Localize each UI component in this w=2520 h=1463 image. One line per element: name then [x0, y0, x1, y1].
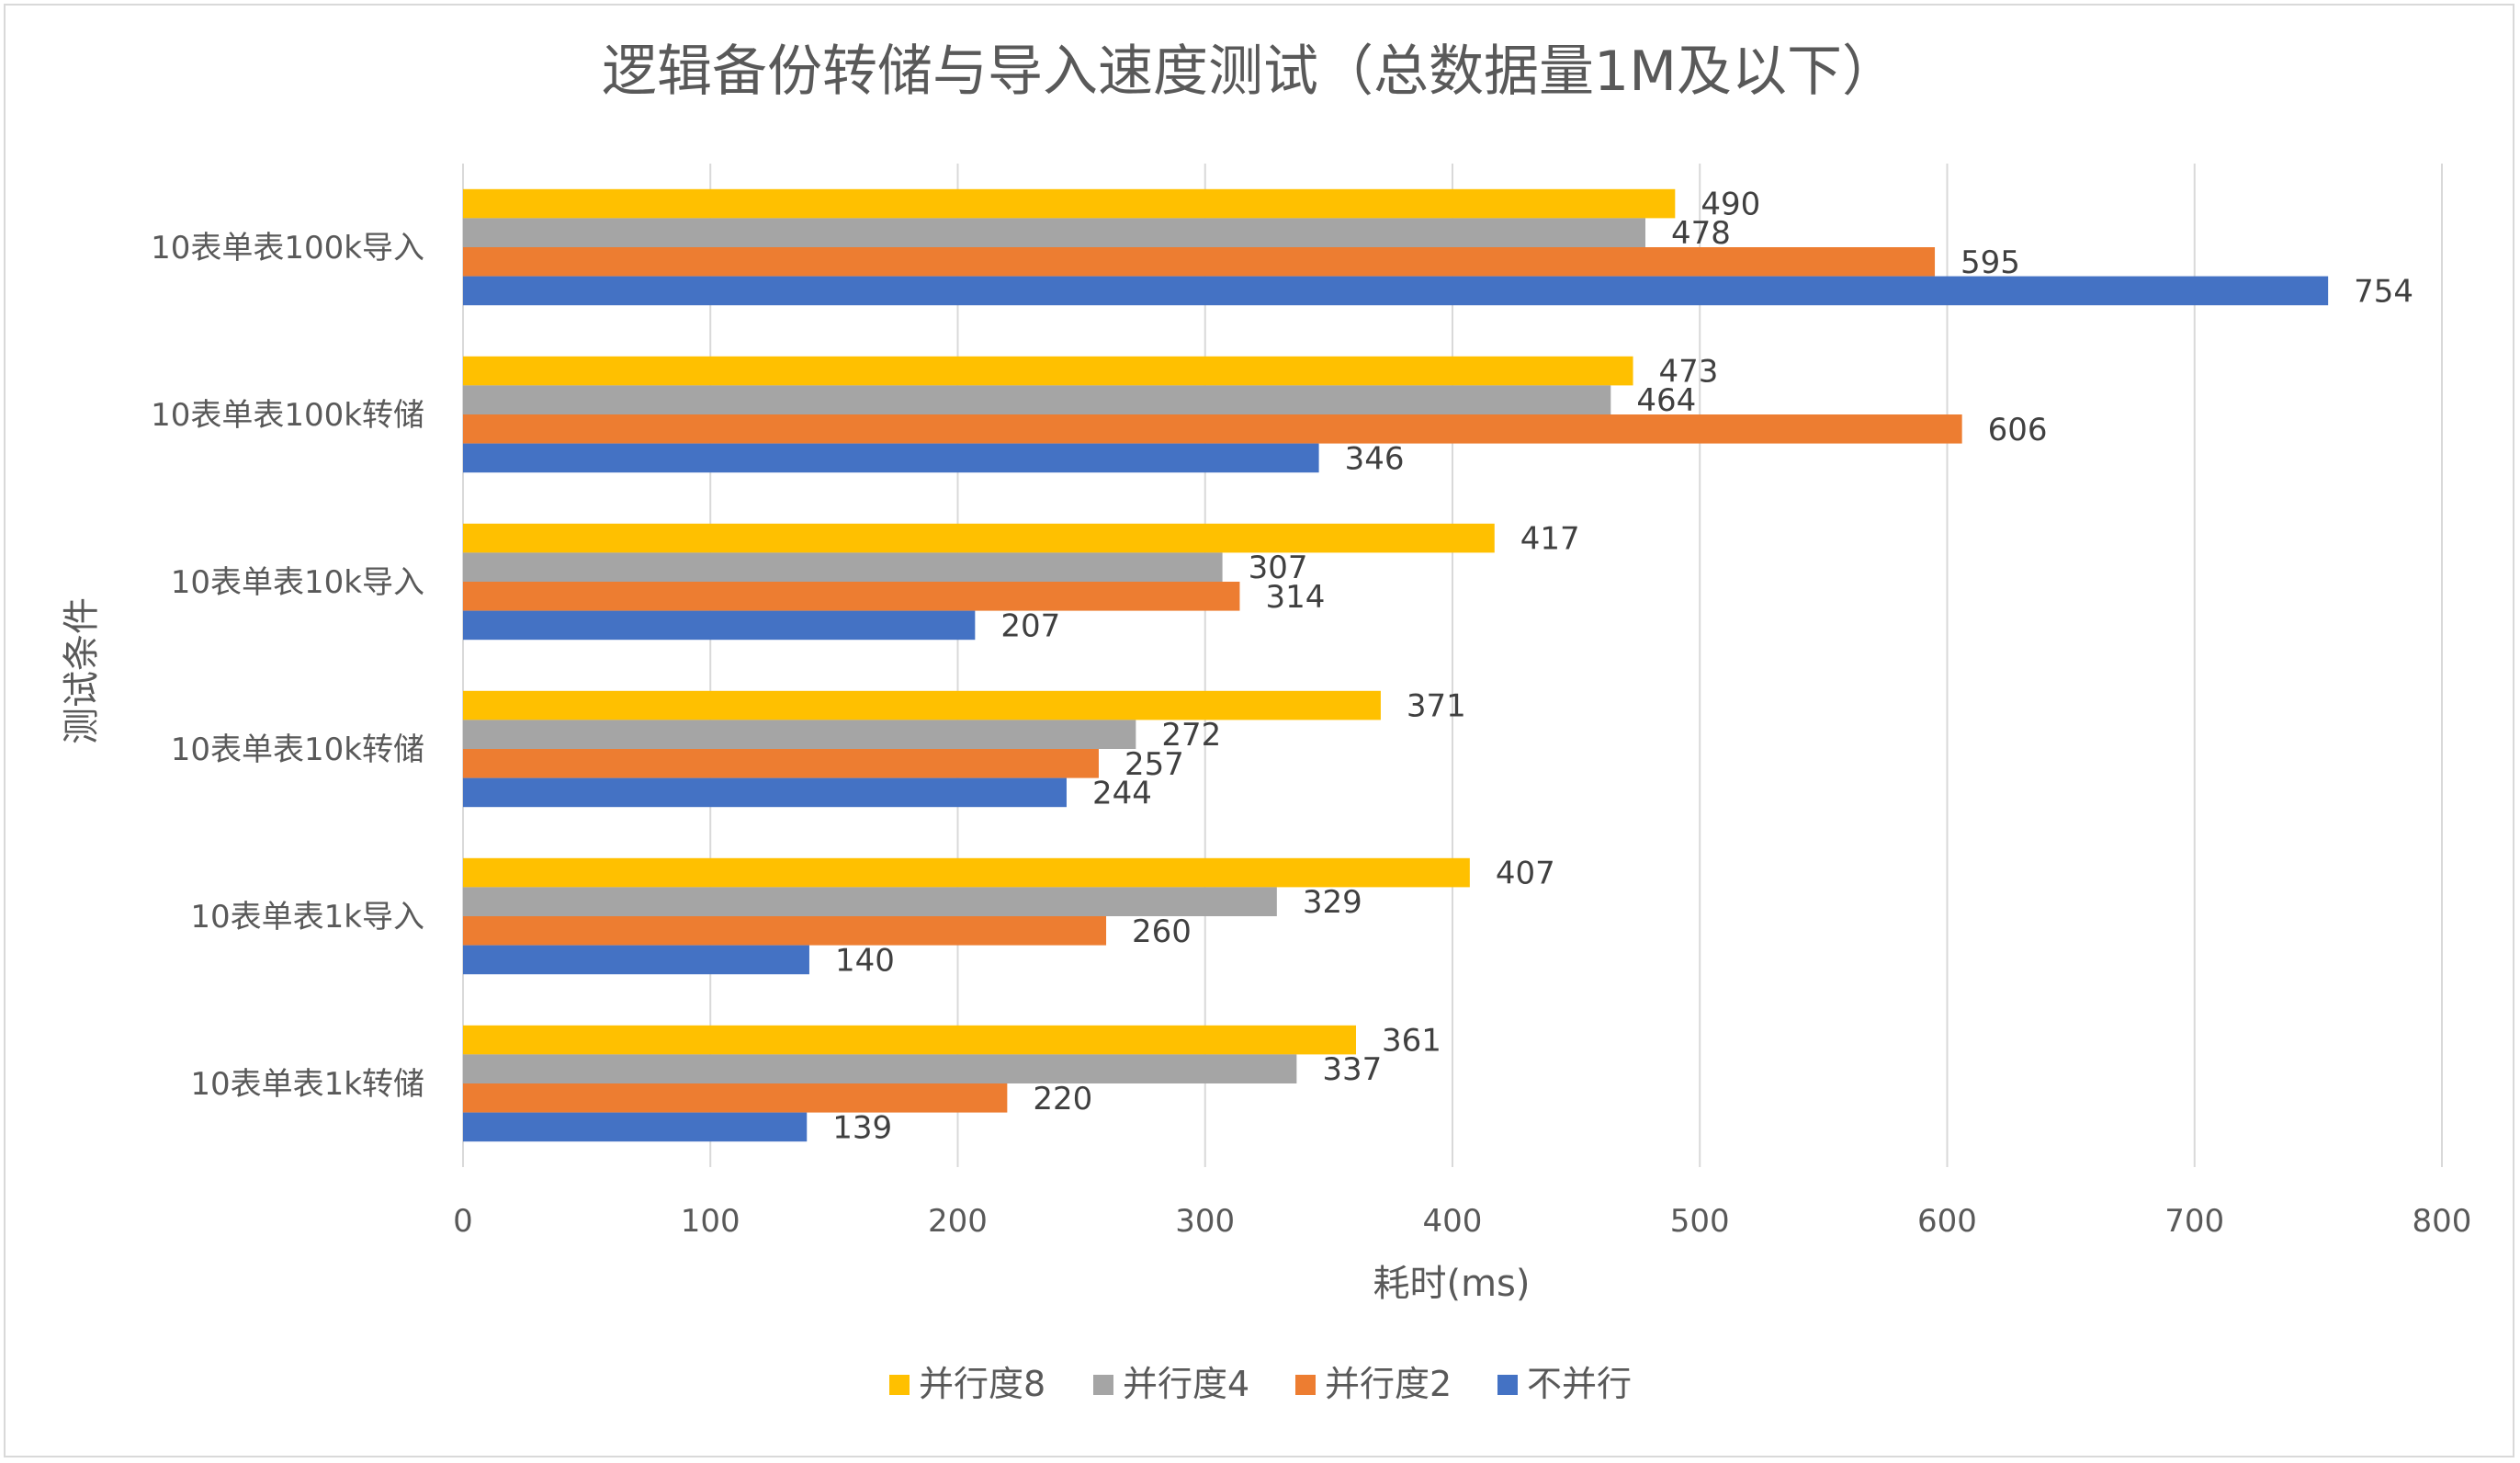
bar	[463, 552, 1223, 582]
bar	[463, 218, 1646, 247]
data-label: 139	[832, 1109, 892, 1146]
data-label: 337	[1322, 1051, 1382, 1088]
data-label: 140	[835, 942, 895, 979]
bar	[463, 188, 1676, 219]
bar	[463, 777, 1067, 808]
bar	[463, 385, 1611, 414]
bar	[463, 1025, 1356, 1055]
legend-swatch	[1497, 1375, 1518, 1395]
data-label: 478	[1671, 215, 1731, 252]
data-label: 595	[1961, 244, 2020, 281]
x-tick-label: 600	[1917, 1203, 1977, 1240]
data-label: 361	[1382, 1023, 1441, 1060]
data-label: 490	[1701, 187, 1760, 223]
x-axis-title: 耗时(ms)	[1373, 1263, 1530, 1305]
data-label: 244	[1092, 775, 1152, 811]
category-label: 10表单表100k转储	[151, 397, 424, 434]
data-label: 329	[1303, 884, 1362, 921]
x-tick-labels: 0 100 200 300 400 500 600 700 800	[453, 1203, 2471, 1240]
y-axis-title: 测试条件	[61, 597, 103, 744]
data-label: 346	[1345, 440, 1405, 477]
chart-title: 逻辑备份转储与导入速度测试（总数据量1M及以下）	[602, 40, 1897, 104]
legend-label: 并行度4	[1123, 1364, 1249, 1404]
x-tick-label: 300	[1175, 1203, 1235, 1240]
bar	[463, 857, 1470, 888]
x-tick-label: 100	[681, 1203, 740, 1240]
x-tick-label: 700	[2164, 1203, 2224, 1240]
bar	[463, 887, 1277, 916]
legend-swatch	[1295, 1375, 1316, 1395]
bar	[463, 1083, 1008, 1113]
data-label: 207	[1000, 607, 1060, 644]
data-label: 407	[1496, 856, 1555, 892]
data-label: 371	[1407, 688, 1466, 725]
x-tick-label: 500	[1670, 1203, 1730, 1240]
data-label: 754	[2354, 273, 2413, 310]
data-label: 272	[1161, 717, 1221, 754]
x-tick-label: 800	[2413, 1203, 2472, 1240]
bar	[463, 690, 1381, 720]
data-label: 260	[1132, 913, 1192, 950]
category-label: 10表单表1k转储	[190, 1066, 424, 1103]
category-label: 10表单表1k导入	[190, 899, 424, 936]
legend-swatch	[1093, 1375, 1113, 1395]
data-label: 257	[1124, 746, 1184, 783]
category-labels: 10表单表100k导入 10表单表100k转储 10表单表10k导入 10表单表10k…	[151, 230, 424, 1103]
bar	[463, 247, 1936, 277]
data-label: 473	[1659, 354, 1719, 391]
bar	[463, 356, 1633, 386]
bar	[463, 1112, 808, 1142]
data-label: 307	[1249, 550, 1308, 586]
bar	[463, 582, 1240, 611]
legend-label: 并行度2	[1325, 1364, 1452, 1404]
bar	[463, 276, 2329, 306]
legend-label: 并行度8	[919, 1364, 1045, 1404]
bars	[463, 188, 2329, 1142]
data-label: 606	[1988, 412, 2048, 448]
bar	[463, 523, 1495, 553]
bar	[463, 749, 1099, 778]
x-tick-label: 200	[928, 1203, 988, 1240]
bar	[463, 945, 809, 975]
bar	[463, 610, 976, 641]
x-tick-label: 400	[1423, 1203, 1483, 1240]
bar	[463, 916, 1107, 946]
bar	[463, 720, 1136, 749]
data-label: 314	[1265, 579, 1325, 616]
data-label: 220	[1033, 1081, 1092, 1117]
bar	[463, 414, 1962, 444]
category-label: 10表单表100k导入	[151, 230, 424, 267]
legend: 并行度8 并行度4 并行度2 不并行	[889, 1364, 1632, 1404]
legend-label: 不并行	[1527, 1364, 1632, 1404]
data-label: 417	[1520, 521, 1580, 558]
gridlines	[462, 164, 2443, 1167]
x-tick-label: 0	[453, 1203, 473, 1240]
bar	[463, 443, 1319, 473]
data-label: 464	[1636, 382, 1696, 419]
legend-swatch	[889, 1375, 910, 1395]
category-label: 10表单表10k导入	[171, 564, 424, 601]
bar	[463, 1054, 1297, 1083]
category-label: 10表单表10k转储	[171, 732, 424, 768]
